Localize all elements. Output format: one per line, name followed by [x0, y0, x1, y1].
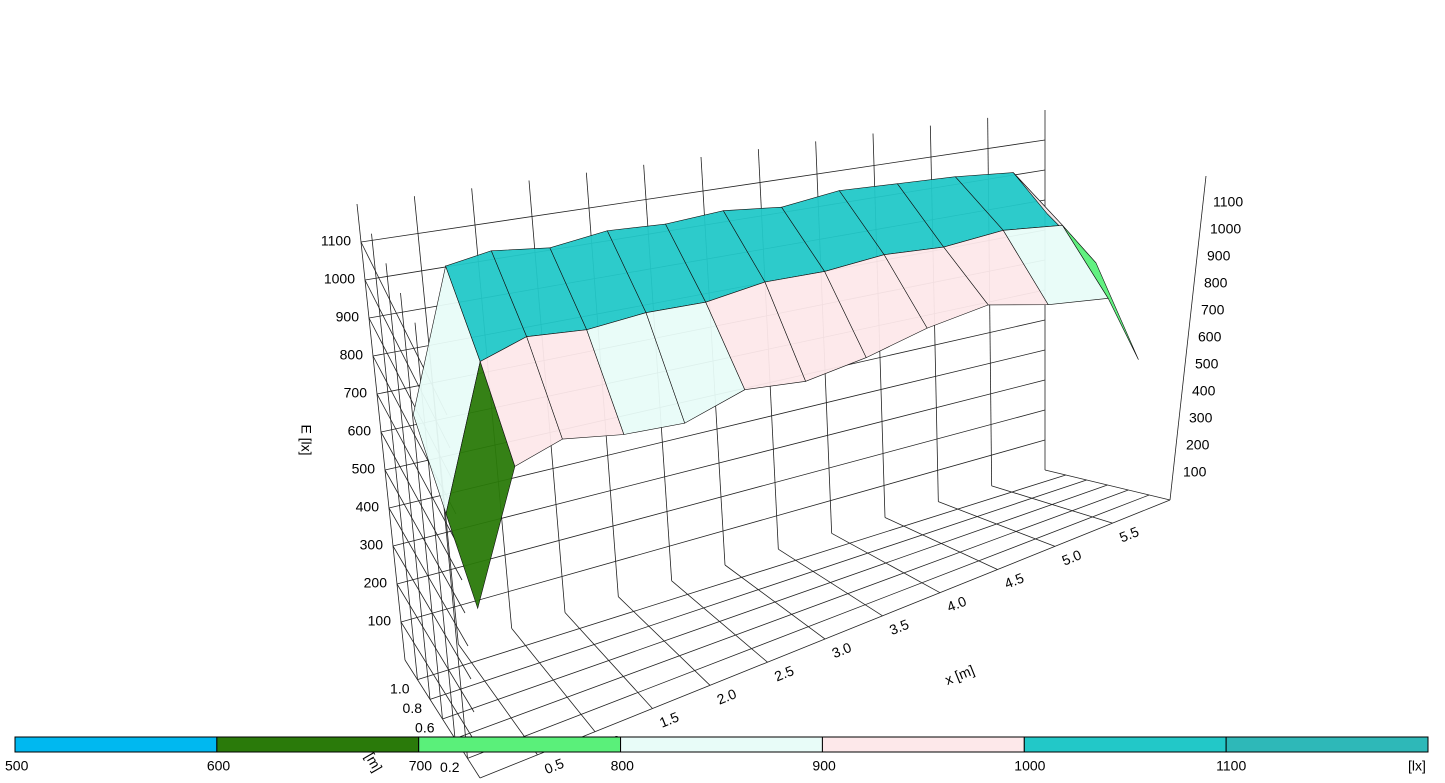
box-edge [404, 659, 481, 779]
z-tick-label-right: 1100 [1213, 194, 1243, 210]
colorbar-label: 1100 [1216, 758, 1246, 774]
grid-line [467, 494, 1150, 759]
y-tick-label: 1.0 [390, 680, 410, 696]
grid-line [360, 139, 1046, 243]
colorbar-segment [1023, 736, 1227, 753]
x-tick-label: 5.5 [1117, 523, 1141, 545]
grid-line [388, 507, 469, 647]
x-axis-label: x [m] [942, 662, 976, 688]
z-tick-label: 1000 [324, 271, 355, 287]
grid-line [396, 409, 1046, 585]
z-tick-label: 400 [356, 499, 380, 515]
x-tick-label: 1.5 [657, 709, 681, 731]
colorbar-label: 600 [207, 758, 231, 774]
z-tick-label: 1100 [321, 233, 351, 249]
colorbar-segment [216, 736, 420, 753]
z-tick-label-right: 400 [1192, 383, 1216, 399]
z-tick-label: 900 [336, 309, 360, 325]
grid-line [376, 393, 460, 548]
colorbar-segment [620, 736, 823, 753]
box-edge [479, 499, 1171, 779]
grid-line [380, 431, 463, 581]
z-tick-label-right: 1000 [1210, 221, 1241, 237]
box-edge [1044, 469, 1171, 501]
x-tick-label: 3.5 [887, 616, 911, 638]
colorbar-unit: [lx] [1408, 758, 1426, 774]
grid-line [400, 439, 1046, 623]
colorbar-segment [1225, 736, 1429, 753]
grid-line [392, 545, 472, 680]
colorbar-label: 500 [5, 758, 29, 774]
surface-patch [1062, 225, 1139, 360]
z-tick-label: 700 [344, 385, 368, 401]
y-tick-label: 0.8 [403, 700, 423, 716]
surface [412, 172, 1139, 610]
z-tick-label: 800 [340, 347, 364, 363]
grid-line [384, 469, 466, 614]
z-tick-label: 600 [348, 423, 372, 439]
colorbar-segment [418, 736, 622, 753]
box-edge [1169, 175, 1207, 501]
z-tick-label: 200 [364, 575, 388, 591]
x-tick-label: 4.5 [1002, 570, 1026, 592]
colorbar-label: 1000 [1014, 758, 1045, 774]
grid-line [429, 479, 1087, 700]
x-tick-label: 4.0 [945, 593, 969, 615]
z-tick-label-right: 800 [1204, 275, 1228, 291]
colorbar-segment [821, 736, 1025, 753]
colorbar-label: 900 [812, 758, 836, 774]
z-tick-label: 500 [352, 461, 376, 477]
z-tick-label: 100 [368, 613, 392, 629]
x-tick-label: 3.0 [830, 639, 854, 661]
grid-line [396, 583, 475, 713]
x-tick-label: 0.5 [542, 755, 566, 777]
y-tick-label: 0.6 [415, 720, 435, 736]
z-tick-label-right: 200 [1186, 437, 1210, 453]
grid-line [442, 484, 1108, 720]
z-tick-label-right: 900 [1207, 248, 1231, 264]
box-edge [356, 203, 406, 661]
z-tick-label: 300 [360, 537, 384, 553]
colorbar-segment [14, 736, 218, 753]
x-tick-label: 2.0 [715, 685, 739, 707]
grid-line [454, 489, 1129, 740]
z-tick-label-right: 700 [1201, 302, 1225, 318]
z-tick-label-right: 600 [1198, 329, 1222, 345]
x-tick-label: 5.0 [1060, 546, 1084, 568]
z-axis-label: E [lx] [298, 424, 314, 455]
x-tick-label: 2.5 [772, 662, 796, 684]
z-tick-label-right: 300 [1189, 410, 1213, 426]
labels: 0.51.01.52.02.53.03.54.04.55.05.50.20.40… [321, 194, 1243, 777]
y-tick-label: 0.2 [440, 759, 460, 775]
colorbar-label: 700 [409, 758, 433, 774]
colorbar-label: 800 [611, 758, 635, 774]
colorbar: 500 600 700 800 900 1000 1100 [lx] [5, 736, 1429, 774]
grid-line [392, 379, 1046, 547]
z-tick-label-right: 100 [1183, 464, 1207, 480]
z-tick-label-right: 500 [1195, 356, 1219, 372]
grid-line [417, 474, 1066, 681]
grid-line [400, 621, 478, 746]
